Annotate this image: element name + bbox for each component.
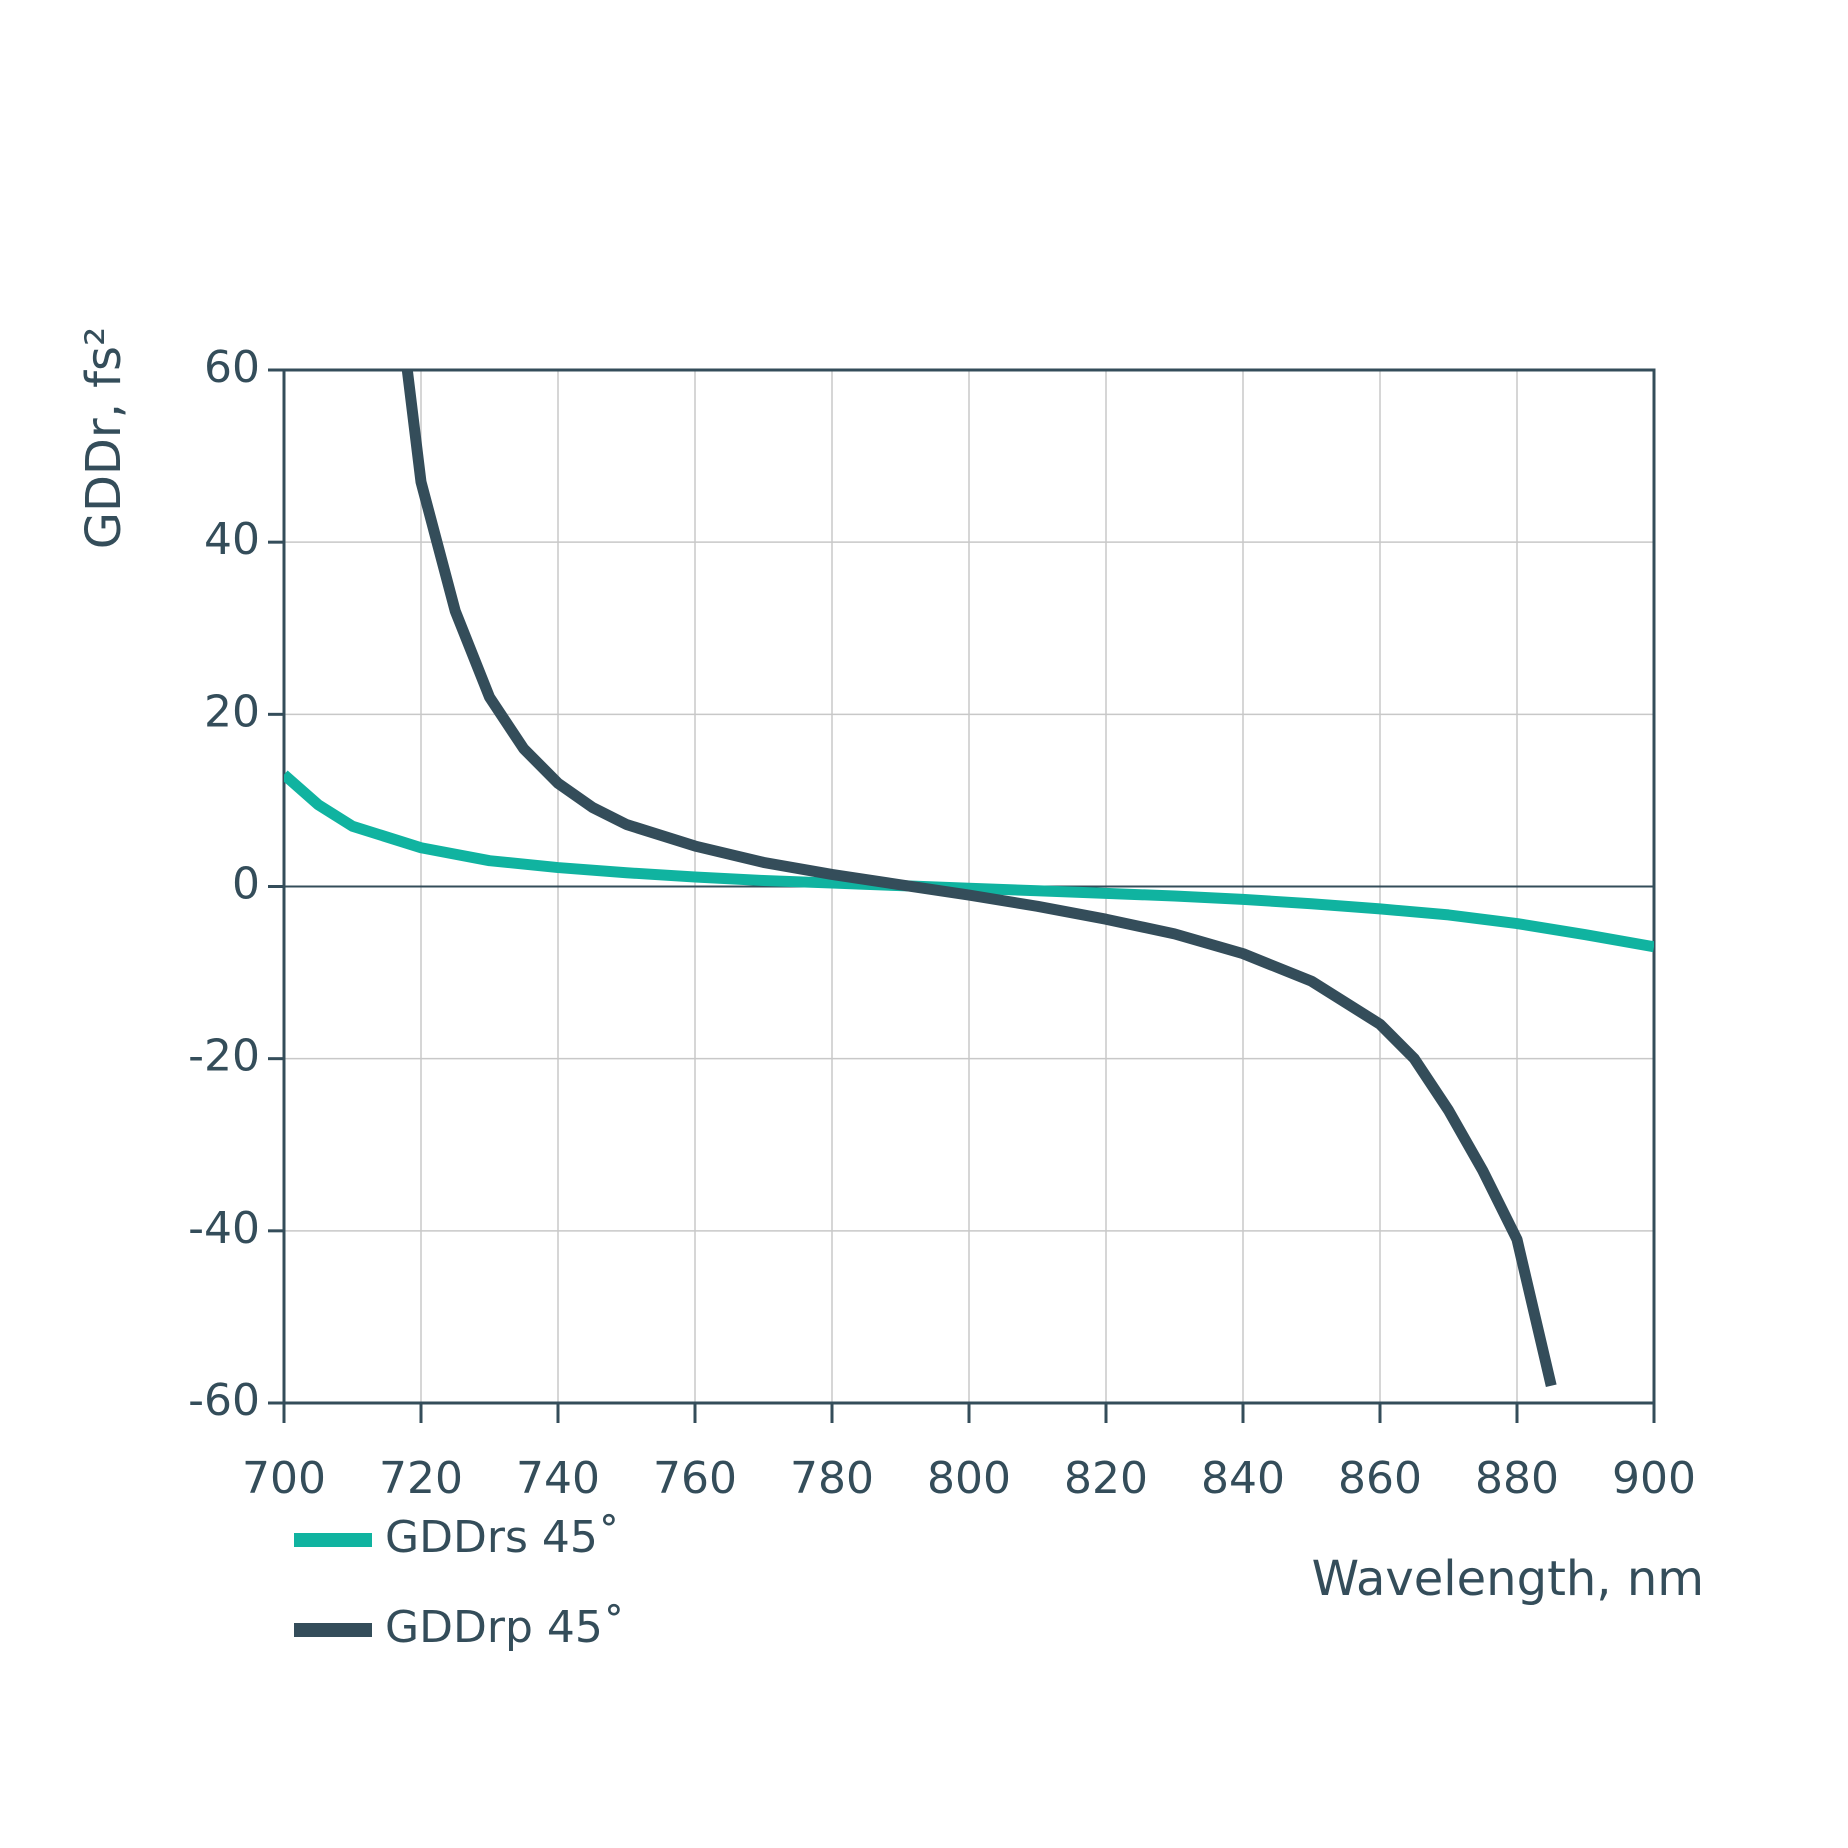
x-tick-label: 740 <box>516 1453 600 1504</box>
y-tick-label: 0 <box>232 859 260 910</box>
x-tick-label: 840 <box>1201 1453 1285 1504</box>
x-tick-label: 820 <box>1064 1453 1148 1504</box>
x-tick-label: 800 <box>927 1453 1011 1504</box>
x-tick-label: 780 <box>790 1453 874 1504</box>
data-line <box>401 370 1557 1388</box>
x-tick-label: 900 <box>1612 1453 1696 1504</box>
plot-frame <box>282 368 1656 1405</box>
y-tick-label: 20 <box>204 686 260 737</box>
x-tick-label: 880 <box>1475 1453 1559 1504</box>
y-tick-label: -60 <box>188 1375 260 1426</box>
x-tick-label: 700 <box>242 1453 326 1504</box>
y-tick-label: 40 <box>204 514 260 565</box>
y-tick-label: -20 <box>188 1031 260 1082</box>
x-tick-label: 760 <box>653 1453 737 1504</box>
legend-label: GDDrp 45˚ <box>385 1602 625 1653</box>
legend-label: GDDrs 45˚ <box>385 1512 620 1563</box>
x-axis-title: Wavelength, nm <box>1312 1551 1704 1607</box>
y-axis-title: GDDr, fs² <box>76 327 132 550</box>
x-tick-label: 720 <box>379 1453 463 1504</box>
y-tick-label: -40 <box>188 1203 260 1254</box>
y-tick-label: 60 <box>204 342 260 393</box>
x-tick-label: 860 <box>1338 1453 1422 1504</box>
